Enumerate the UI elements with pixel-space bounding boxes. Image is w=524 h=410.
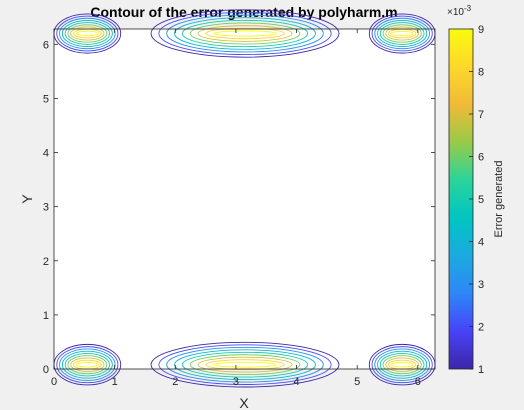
colorbar-exponent: ×10-3 xyxy=(447,4,472,18)
colorbar-tick-label: 4 xyxy=(478,237,484,249)
colorbar-tick-label: 9 xyxy=(478,24,484,36)
x-tick-label: 6 xyxy=(415,376,421,388)
x-tick-label: 2 xyxy=(172,376,178,388)
y-tick-label: 5 xyxy=(43,93,49,105)
colorbar-tick-label: 3 xyxy=(478,279,484,291)
y-tick-label: 4 xyxy=(43,148,49,160)
y-tick-label: 0 xyxy=(43,364,49,376)
x-tick-label: 0 xyxy=(51,376,57,388)
colorbar-tick-label: 5 xyxy=(478,194,484,206)
colorbar-tick-label: 6 xyxy=(478,152,484,164)
y-tick-label: 1 xyxy=(43,310,49,322)
colorbar-exponent-base: ×10 xyxy=(447,7,464,18)
colorbar-label: Error generated xyxy=(493,160,505,237)
colorbar-tick-label: 7 xyxy=(478,109,484,121)
x-axis-label: X xyxy=(239,395,249,410)
y-tick-label: 2 xyxy=(43,256,49,268)
colorbar-tick-label: 8 xyxy=(478,67,484,79)
y-tick-label: 3 xyxy=(43,202,49,214)
y-tick-label: 6 xyxy=(43,39,49,51)
plot-area[interactable] xyxy=(54,29,435,369)
colorbar-tick-label: 2 xyxy=(478,322,484,334)
colorbar-tick-label: 1 xyxy=(478,364,484,376)
x-tick-label: 4 xyxy=(293,376,299,388)
x-tick-label: 1 xyxy=(112,376,118,388)
colorbar-exponent-power: -3 xyxy=(464,4,472,13)
x-tick-label: 5 xyxy=(354,376,360,388)
x-tick-label: 3 xyxy=(233,376,239,388)
y-axis-label: Y xyxy=(19,194,35,204)
